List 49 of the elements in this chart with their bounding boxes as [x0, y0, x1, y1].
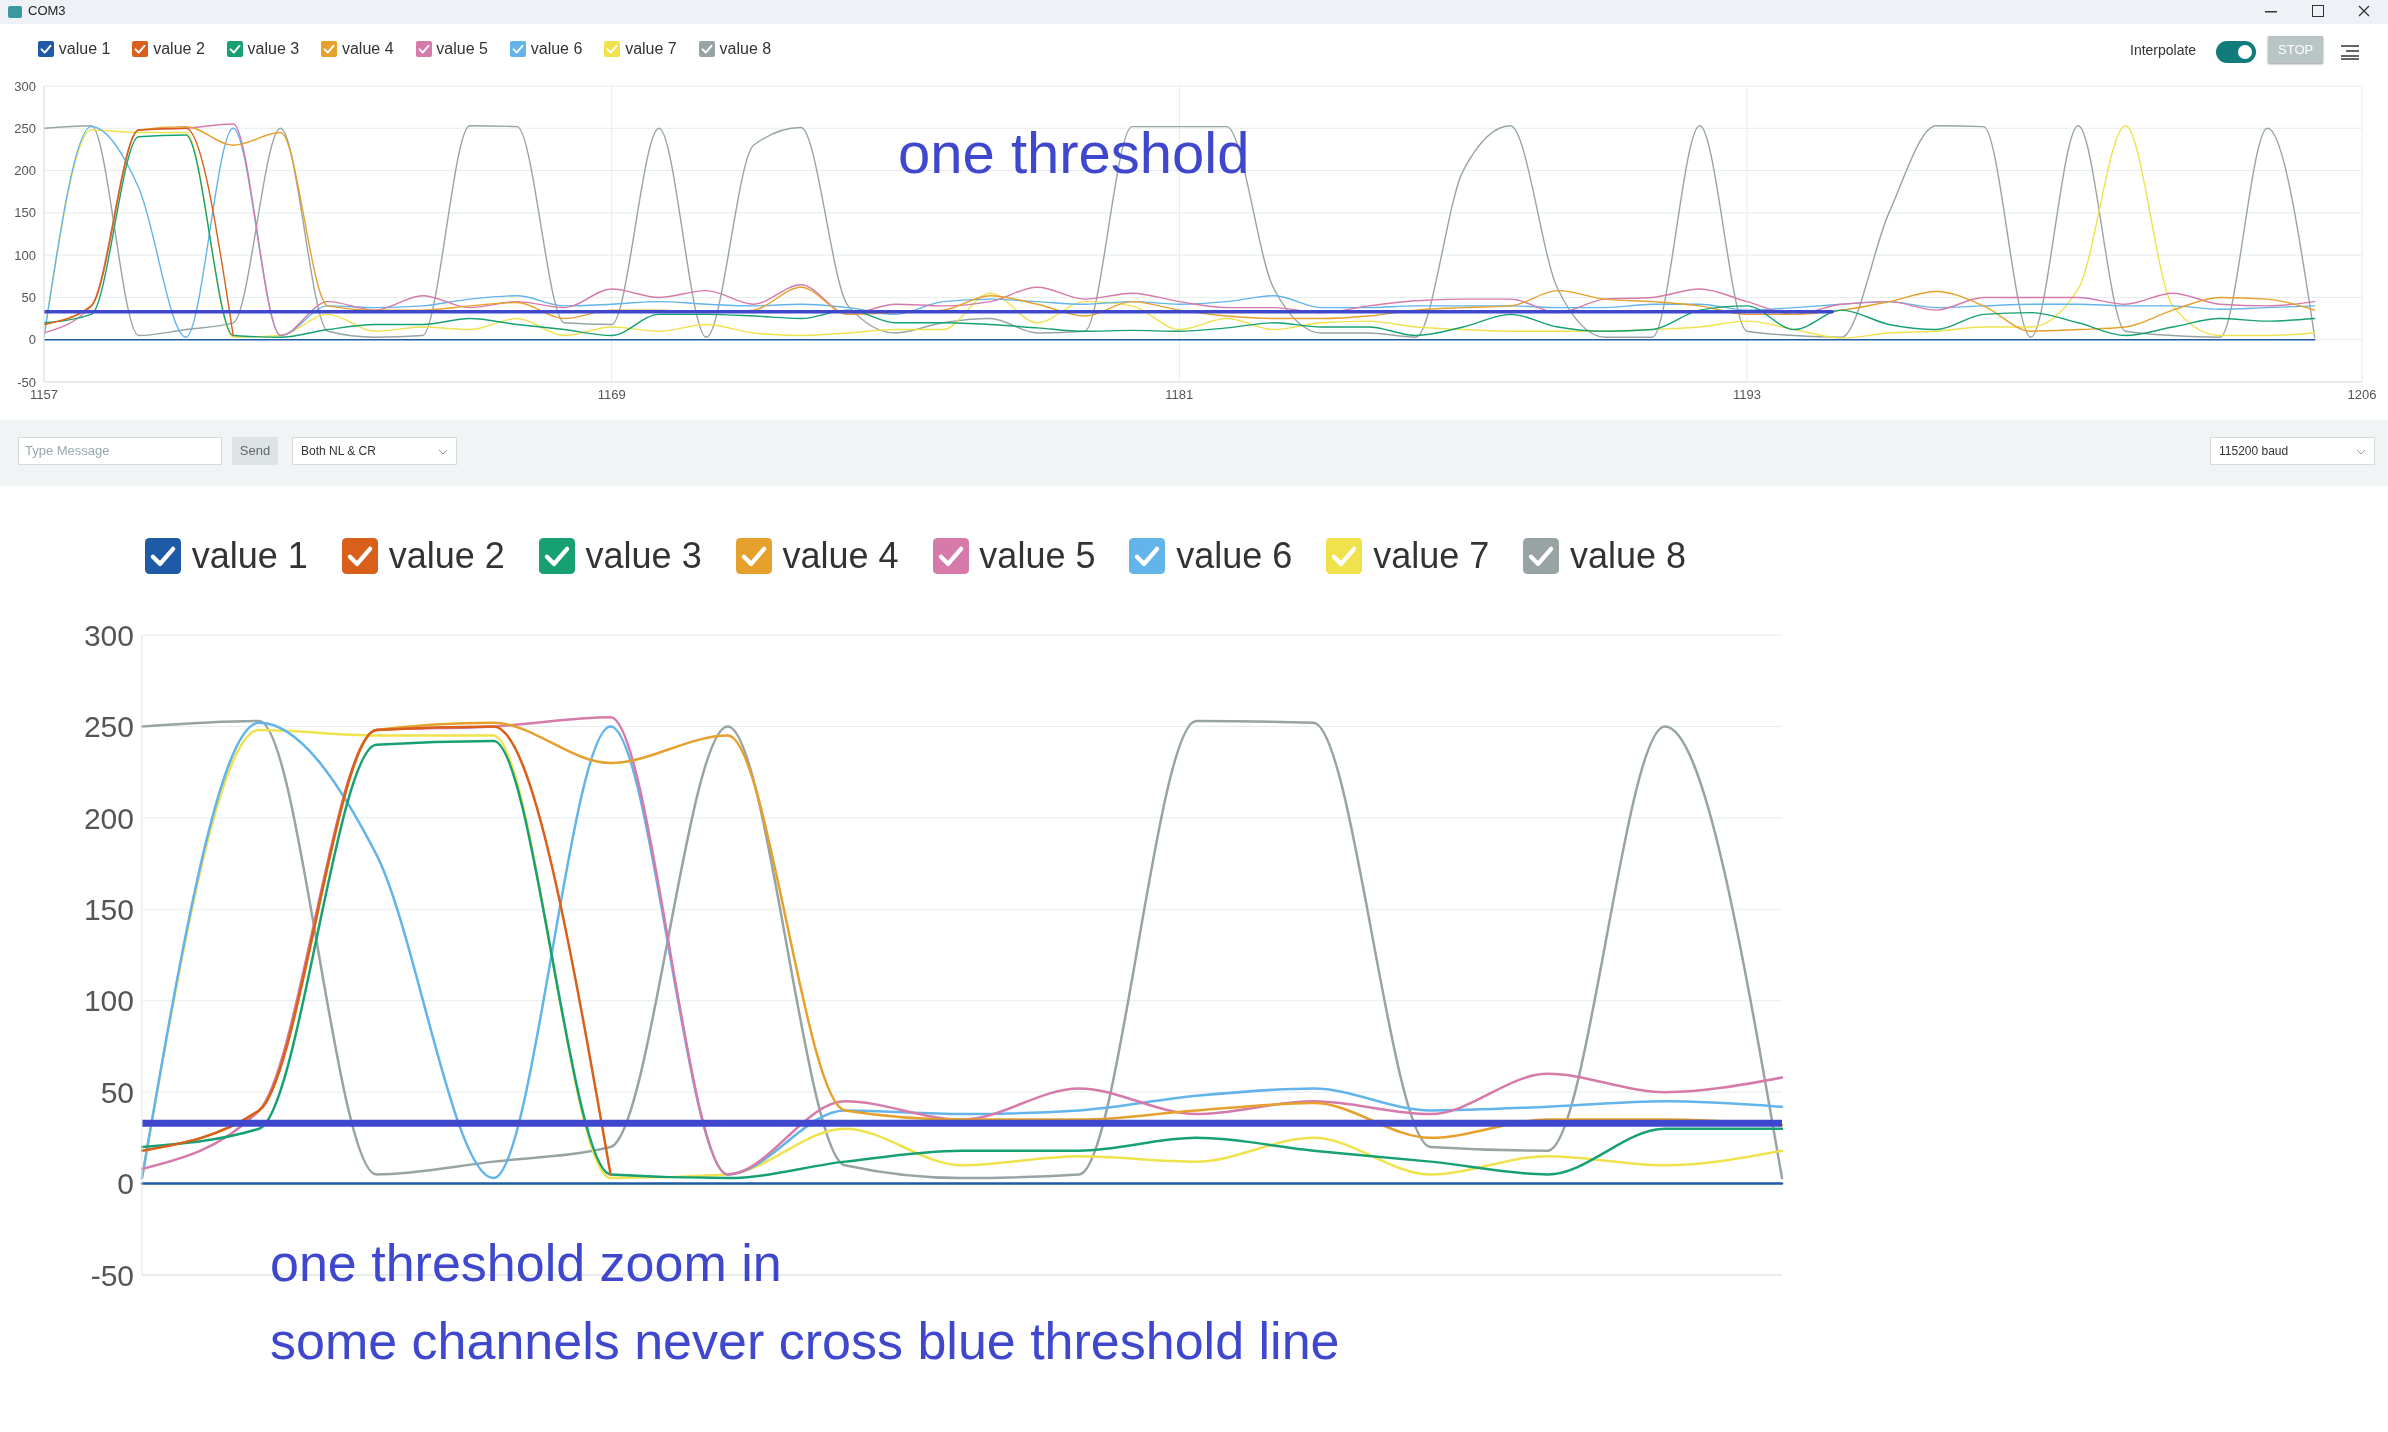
text: COM3 [28, 3, 66, 18]
text: STOP [2278, 42, 2314, 57]
y-tick-label: 100 [14, 247, 36, 263]
y-tick-label: 150 [83, 892, 134, 926]
text: some channels never cross blue threshold line [270, 1312, 1340, 1370]
annotation: one threshold [898, 120, 1250, 185]
text: 115200 baud [2219, 444, 2289, 458]
legend-label: value 2 [388, 535, 505, 577]
y-tick-label: 0 [28, 332, 36, 348]
legend-label: value 7 [1373, 535, 1490, 577]
line-series [140, 725, 612, 1176]
legend-label: value 4 [782, 535, 899, 577]
text: Interpolate [2130, 42, 2197, 58]
y-tick-label: 250 [14, 120, 36, 136]
y-tick-label: 150 [14, 205, 36, 221]
y-tick-label: 200 [83, 801, 134, 835]
legend-label: value 5 [436, 40, 488, 58]
x-tick-label: 1193 [1733, 387, 1761, 403]
legend-label: value 6 [530, 40, 583, 58]
text: Send [239, 443, 271, 458]
y-tick-label: 200 [14, 163, 36, 179]
legend-label: value 6 [1176, 535, 1293, 577]
x-tick-label: 1157 [30, 387, 58, 403]
line-series [44, 127, 234, 337]
x-tick-label: 1169 [597, 387, 626, 403]
y-tick-label: 0 [117, 1167, 134, 1201]
text: Type Message [25, 443, 110, 458]
text: Both NL & CR [301, 444, 376, 458]
annotation: one threshold zoom in [270, 1234, 782, 1292]
legend-label: value 3 [247, 40, 300, 58]
y-tick-label: 300 [83, 618, 134, 652]
y-tick-label: 300 [14, 78, 36, 94]
y-tick-label: 50 [100, 1075, 134, 1109]
legend-label: value 2 [153, 40, 205, 58]
x-tick-label: 1181 [1165, 387, 1194, 403]
legend-label: value 1 [58, 40, 111, 58]
y-tick-label: 100 [83, 984, 134, 1018]
legend-label: value 1 [191, 535, 308, 577]
legend-label: value 8 [719, 40, 772, 58]
legend-label: value 4 [341, 40, 394, 58]
x-tick-label: 1206 [2347, 387, 2377, 403]
legend-label: value 7 [625, 40, 677, 58]
y-tick-label: 50 [21, 290, 36, 306]
legend-label: value 3 [585, 535, 702, 577]
y-tick-label: -50 [17, 374, 36, 390]
y-tick-label: 250 [83, 710, 134, 744]
y-tick-label: -50 [90, 1258, 134, 1292]
legend-label: value 8 [1570, 535, 1687, 577]
legend-label: value 5 [979, 535, 1096, 577]
